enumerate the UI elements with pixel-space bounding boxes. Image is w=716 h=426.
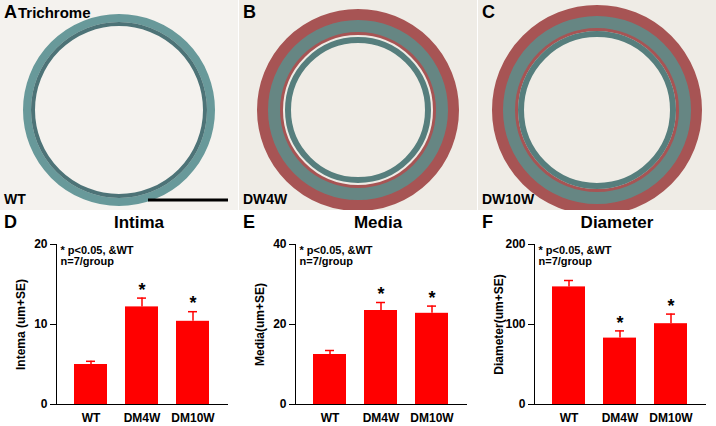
svg-text:DM4W: DM4W: [363, 411, 400, 425]
html-text:F: F: [482, 212, 493, 232]
svg-text:DW4W: DW4W: [243, 191, 288, 207]
svg-text:20: 20: [273, 317, 287, 331]
html-text:Intima: Intima: [114, 213, 164, 232]
svg-text:A: A: [4, 2, 17, 22]
svg-text:* p<0.05, &WTn=7/group: * p<0.05, &WTn=7/group: [61, 244, 134, 267]
svg-text:Intema (um+SE): Intema (um+SE): [14, 279, 28, 370]
svg-text:*: *: [428, 288, 435, 308]
svg-text:*: *: [138, 280, 145, 300]
svg-text:40: 40: [273, 237, 287, 251]
html-text:E: E: [243, 212, 255, 232]
svg-text:Trichrome: Trichrome: [18, 4, 91, 21]
svg-text:DM4W: DM4W: [124, 411, 161, 425]
svg-text:0: 0: [519, 397, 526, 411]
svg-text:*: *: [616, 313, 623, 333]
svg-text:* p<0.05, &WTn=7/group: * p<0.05, &WTn=7/group: [300, 244, 373, 267]
svg-text:0: 0: [41, 397, 48, 411]
svg-text:200: 200: [505, 237, 525, 251]
svg-text:DM10W: DM10W: [171, 411, 215, 425]
svg-text:DM4W: DM4W: [602, 411, 639, 425]
svg-text:C: C: [482, 2, 495, 22]
svg-text:DM10W: DM10W: [649, 411, 693, 425]
svg-text:WT: WT: [560, 411, 579, 425]
svg-text:*: *: [189, 293, 196, 313]
svg-text:*: *: [377, 284, 384, 304]
svg-text:WT: WT: [321, 411, 340, 425]
svg-text:0: 0: [280, 397, 287, 411]
svg-text:DW10W: DW10W: [482, 191, 535, 207]
svg-text:20: 20: [34, 237, 48, 251]
svg-text:100: 100: [505, 317, 525, 331]
svg-text:*: *: [667, 296, 674, 316]
svg-text:WT: WT: [82, 411, 101, 425]
html-text:D: D: [4, 212, 17, 232]
html-text:Diameter: Diameter: [580, 213, 654, 232]
svg-text:DM10W: DM10W: [410, 411, 454, 425]
svg-text:Media(um+SE): Media(um+SE): [253, 283, 267, 366]
html-text:Media: Media: [353, 213, 403, 232]
svg-text:B: B: [243, 2, 256, 22]
svg-text:10: 10: [34, 317, 48, 331]
svg-text:* p<0.05, &WTn=7/group: * p<0.05, &WTn=7/group: [539, 244, 612, 267]
svg-text:Diameter(um+SE): Diameter(um+SE): [492, 274, 506, 374]
svg-text:WT: WT: [4, 191, 26, 207]
